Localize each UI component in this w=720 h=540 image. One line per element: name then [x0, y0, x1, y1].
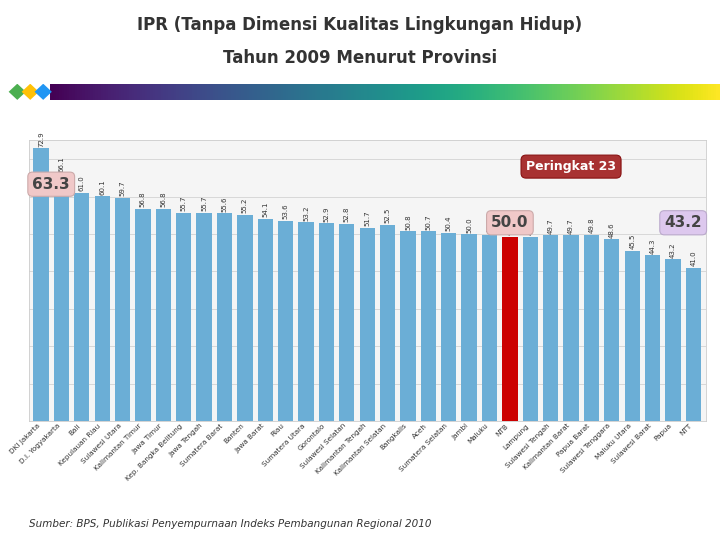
Bar: [543, 235, 558, 421]
Bar: [298, 222, 314, 421]
Text: 49.7: 49.7: [548, 218, 554, 234]
Bar: [74, 193, 89, 421]
Bar: [258, 219, 273, 421]
Bar: [94, 196, 110, 421]
Text: 63.3: 63.3: [32, 177, 70, 192]
Text: 49.8: 49.8: [588, 218, 595, 233]
Text: 49.3: 49.3: [507, 219, 513, 235]
Bar: [197, 213, 212, 421]
Text: 56.8: 56.8: [140, 191, 146, 207]
Bar: [420, 231, 436, 421]
Text: 50.0: 50.0: [491, 215, 528, 230]
Text: 48.6: 48.6: [609, 222, 615, 238]
Bar: [685, 268, 701, 421]
Bar: [238, 214, 253, 421]
Text: 52.5: 52.5: [384, 208, 390, 223]
Bar: [645, 255, 660, 421]
Text: 55.2: 55.2: [242, 198, 248, 213]
Text: 61.0: 61.0: [78, 176, 85, 191]
Text: 53.2: 53.2: [303, 205, 309, 220]
Bar: [523, 237, 538, 421]
Bar: [503, 237, 518, 421]
Text: 43.2: 43.2: [665, 215, 702, 230]
Bar: [135, 208, 150, 421]
Text: 50.8: 50.8: [405, 214, 411, 230]
Text: 44.3: 44.3: [649, 238, 656, 254]
Text: 54.1: 54.1: [262, 201, 269, 217]
Polygon shape: [22, 84, 39, 100]
Text: 59.7: 59.7: [120, 180, 125, 196]
Text: 50.4: 50.4: [446, 215, 451, 231]
Text: 51.7: 51.7: [364, 211, 370, 226]
Text: Peringkat 23: Peringkat 23: [526, 160, 616, 173]
Bar: [400, 231, 415, 421]
Bar: [359, 228, 375, 421]
Text: 55.7: 55.7: [201, 195, 207, 211]
Text: 55.6: 55.6: [222, 196, 228, 212]
Polygon shape: [9, 84, 26, 100]
Text: 56.8: 56.8: [161, 191, 166, 207]
Text: Sumber: BPS, Publikasi Penyempurnaan Indeks Pembangunan Regional 2010: Sumber: BPS, Publikasi Penyempurnaan Ind…: [29, 519, 431, 529]
Text: 53.6: 53.6: [283, 204, 289, 219]
Text: 66.1: 66.1: [58, 157, 64, 172]
Bar: [115, 198, 130, 421]
Bar: [156, 208, 171, 421]
Bar: [339, 224, 354, 421]
Bar: [441, 233, 456, 421]
Text: IPR (Tanpa Dimensi Kualitas Lingkungan Hidup): IPR (Tanpa Dimensi Kualitas Lingkungan H…: [138, 16, 582, 34]
Text: Tahun 2009 Menurut Provinsi: Tahun 2009 Menurut Provinsi: [223, 49, 497, 66]
Text: 52.8: 52.8: [344, 206, 350, 222]
Bar: [624, 251, 640, 421]
Bar: [54, 174, 69, 421]
Bar: [380, 225, 395, 421]
Text: 49.7: 49.7: [568, 218, 574, 234]
Bar: [176, 213, 192, 421]
Text: 41.0: 41.0: [690, 251, 696, 266]
Bar: [564, 235, 579, 421]
Text: 49.8: 49.8: [487, 218, 492, 233]
Text: 50.0: 50.0: [466, 217, 472, 233]
Bar: [278, 220, 293, 421]
Text: 72.9: 72.9: [38, 131, 44, 147]
Bar: [319, 223, 334, 421]
Bar: [217, 213, 232, 421]
Bar: [33, 148, 49, 421]
Bar: [482, 235, 497, 421]
Text: 55.7: 55.7: [181, 195, 186, 211]
Text: 50.7: 50.7: [426, 214, 431, 230]
Bar: [665, 259, 680, 421]
Text: 52.9: 52.9: [323, 206, 330, 221]
Polygon shape: [35, 84, 52, 100]
Text: 60.1: 60.1: [99, 179, 105, 195]
Bar: [584, 235, 599, 421]
Text: 49.3: 49.3: [527, 219, 534, 235]
Text: 43.2: 43.2: [670, 242, 676, 258]
Bar: [462, 234, 477, 421]
Text: 45.5: 45.5: [629, 234, 635, 249]
Bar: [604, 239, 619, 421]
